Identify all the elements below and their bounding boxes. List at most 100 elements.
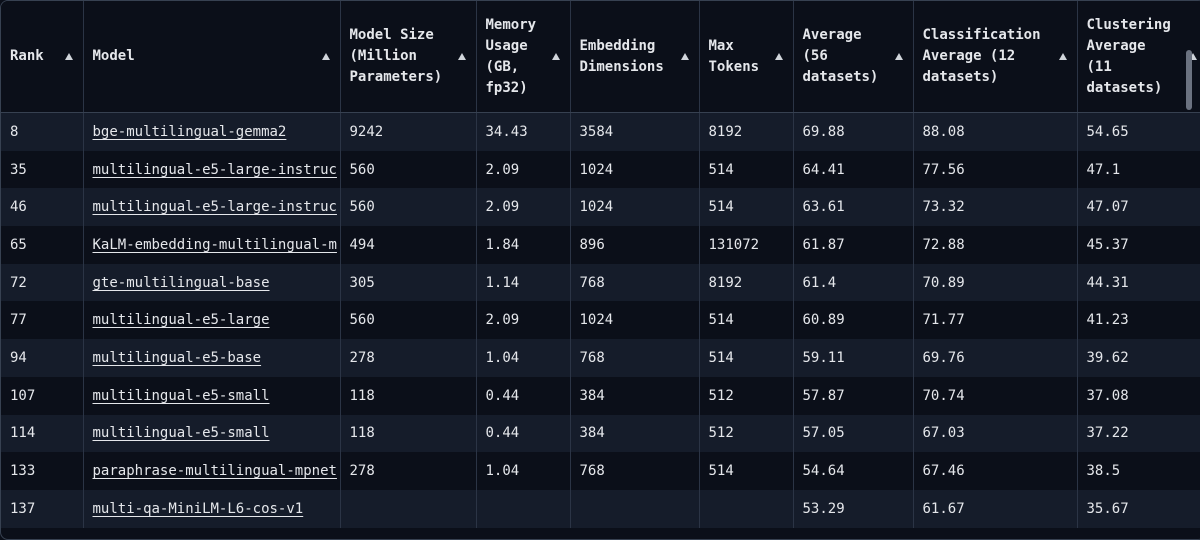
model-link[interactable]: gte-multilingual-base bbox=[92, 274, 270, 291]
model-link[interactable]: multilingual-e5-large-instruc bbox=[92, 161, 337, 178]
table-cell: 1.14 bbox=[476, 263, 571, 302]
cell-text: 0.44 bbox=[485, 387, 520, 404]
cell-text: 1.14 bbox=[485, 274, 520, 291]
table-cell: 768 bbox=[570, 452, 700, 490]
column-header[interactable]: Memory Usage (GB, fp32) bbox=[476, 1, 571, 113]
table-cell: 494 bbox=[340, 226, 477, 264]
model-link[interactable]: paraphrase-multilingual-mpnet bbox=[92, 463, 337, 480]
cell-text: 47.07 bbox=[1086, 199, 1129, 216]
cell-text: 1.84 bbox=[485, 236, 520, 253]
table-cell: 137 bbox=[1, 489, 84, 528]
table-cell: multilingual-e5-large-instruc bbox=[83, 188, 341, 227]
table-row: 114 multilingual-e5-small 118 0.44 384 512 57.… bbox=[1, 414, 1200, 453]
table-cell: 1024 bbox=[570, 150, 700, 189]
cell-text: 60.89 bbox=[802, 312, 845, 329]
table-cell: 560 bbox=[340, 150, 477, 189]
cell-text: 35.67 bbox=[1086, 500, 1129, 517]
table-cell: 54.65 bbox=[1077, 112, 1200, 151]
model-link[interactable]: multilingual-e5-large-instruc bbox=[92, 199, 337, 216]
column-header[interactable]: Classification Average (12 datasets) bbox=[913, 1, 1078, 113]
table-cell: 88.08 bbox=[913, 112, 1078, 151]
table-cell: 67.46 bbox=[913, 452, 1078, 490]
table-cell: 1.04 bbox=[476, 339, 571, 377]
table-cell: 768 bbox=[570, 339, 700, 377]
model-link[interactable]: bge-multilingual-gemma2 bbox=[92, 123, 287, 140]
cell-text: 118 bbox=[349, 387, 375, 404]
model-link[interactable]: multilingual-e5-small bbox=[92, 425, 270, 442]
table-cell: 514 bbox=[699, 339, 794, 377]
table-cell: 3584 bbox=[570, 112, 700, 151]
scrollbar[interactable] bbox=[1186, 50, 1192, 110]
table-cell: 514 bbox=[699, 452, 794, 490]
table-row: 137 multi-qa-MiniLM-L6-cos-v1 53.29 61.67 35… bbox=[1, 489, 1200, 528]
cell-text: 514 bbox=[708, 199, 734, 216]
cell-text: 2.09 bbox=[485, 161, 520, 178]
table-row: 65 KaLM-embedding-multilingual-m 494 1.84 89… bbox=[1, 226, 1200, 264]
cell-text: 768 bbox=[579, 274, 605, 291]
table: Rank Model Model Size (Million Parameters)… bbox=[1, 1, 1200, 528]
column-header[interactable]: Max Tokens bbox=[699, 1, 794, 113]
cell-text: 35 bbox=[10, 161, 27, 178]
column-header[interactable]: Embedding Dimensions bbox=[570, 1, 700, 113]
column-header[interactable]: Model Size (Million Parameters) bbox=[340, 1, 477, 113]
table-cell: paraphrase-multilingual-mpnet bbox=[83, 452, 341, 490]
table-cell: multilingual-e5-large bbox=[83, 301, 341, 340]
header-label: Model bbox=[92, 48, 135, 64]
cell-text: 131072 bbox=[708, 236, 760, 253]
model-link[interactable]: KaLM-embedding-multilingual-m bbox=[92, 236, 337, 253]
column-header[interactable]: Clustering Average (11 datasets) bbox=[1077, 1, 1200, 113]
cell-text: 59.11 bbox=[802, 349, 845, 366]
table-cell: 118 bbox=[340, 376, 477, 415]
table-cell: multilingual-e5-base bbox=[83, 339, 341, 377]
table-cell: multilingual-e5-small bbox=[83, 414, 341, 453]
cell-text: 9242 bbox=[349, 123, 384, 140]
cell-text: 114 bbox=[10, 425, 36, 442]
table-cell: 73.32 bbox=[913, 188, 1078, 227]
cell-text: 514 bbox=[708, 463, 734, 480]
header-label: Classification Average (12 datasets) bbox=[922, 27, 1041, 85]
cell-text: 560 bbox=[349, 312, 375, 329]
cell-text: 77.56 bbox=[922, 161, 965, 178]
cell-text: 384 bbox=[579, 387, 605, 404]
cell-text: 34.43 bbox=[485, 123, 528, 140]
table-row: 107 multilingual-e5-small 118 0.44 384 512 57.… bbox=[1, 376, 1200, 415]
model-link[interactable]: multilingual-e5-small bbox=[92, 387, 270, 404]
cell-text: 896 bbox=[579, 236, 605, 253]
header-label: Model Size (Million Parameters) bbox=[349, 27, 443, 85]
header-label: Memory Usage (GB, fp32) bbox=[485, 16, 537, 96]
table-cell: 63.61 bbox=[793, 188, 914, 227]
table-cell: 118 bbox=[340, 414, 477, 453]
table-cell: 53.29 bbox=[793, 489, 914, 528]
column-header[interactable]: Rank bbox=[1, 1, 84, 113]
cell-text: 67.03 bbox=[922, 425, 965, 442]
cell-text: 77 bbox=[10, 312, 27, 329]
table-cell: 65 bbox=[1, 226, 84, 264]
table-cell: 384 bbox=[570, 414, 700, 453]
table-cell: 60.89 bbox=[793, 301, 914, 340]
cell-text: 494 bbox=[349, 236, 375, 253]
table-cell bbox=[699, 489, 794, 528]
model-link[interactable]: multilingual-e5-large bbox=[92, 312, 270, 329]
table-row: 133 paraphrase-multilingual-mpnet 278 1.04 7… bbox=[1, 452, 1200, 490]
table-cell: 512 bbox=[699, 414, 794, 453]
cell-text: 45.37 bbox=[1086, 236, 1129, 253]
cell-text: 305 bbox=[349, 274, 375, 291]
table-cell: 9242 bbox=[340, 112, 477, 151]
table-cell: 37.22 bbox=[1077, 414, 1200, 453]
table-cell: 1024 bbox=[570, 188, 700, 227]
model-link[interactable]: multilingual-e5-base bbox=[92, 349, 262, 366]
table-cell: 39.62 bbox=[1077, 339, 1200, 377]
table-cell: 69.76 bbox=[913, 339, 1078, 377]
table-cell: 514 bbox=[699, 188, 794, 227]
cell-text: 73.32 bbox=[922, 199, 965, 216]
cell-text: 39.62 bbox=[1086, 349, 1129, 366]
table-cell: gte-multilingual-base bbox=[83, 263, 341, 302]
table-cell: multilingual-e5-large-instruc bbox=[83, 150, 341, 189]
column-header[interactable]: Model bbox=[83, 1, 341, 113]
cell-text: 70.89 bbox=[922, 274, 965, 291]
table-cell: 896 bbox=[570, 226, 700, 264]
table-cell: 8192 bbox=[699, 263, 794, 302]
cell-text: 71.77 bbox=[922, 312, 965, 329]
column-header[interactable]: Average (56 datasets) bbox=[793, 1, 914, 113]
model-link[interactable]: multi-qa-MiniLM-L6-cos-v1 bbox=[92, 500, 304, 517]
